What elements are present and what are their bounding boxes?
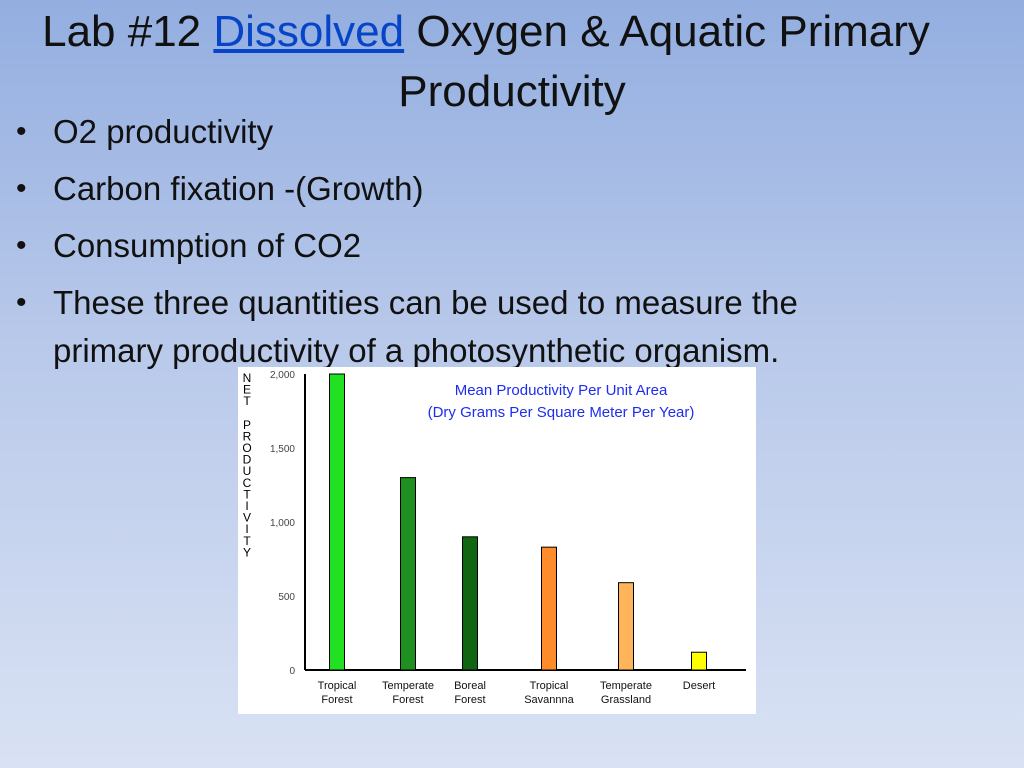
bar — [541, 546, 557, 671]
y-axis-letter: R — [243, 429, 252, 443]
x-category-label: Temperate — [382, 680, 434, 692]
y-axis-letter: T — [243, 534, 251, 548]
y-axis-letter: I — [245, 499, 248, 513]
x-category-label: Grassland — [601, 694, 651, 706]
y-axis-letter: I — [245, 522, 248, 536]
y-axis-letter: C — [243, 476, 252, 490]
x-category-label: Boreal — [454, 680, 486, 692]
x-category-label: Savannna — [524, 694, 574, 706]
bullet-item: Consumption of CO2 — [16, 222, 913, 270]
y-tick-label: 500 — [278, 592, 295, 603]
y-axis-letter: V — [243, 511, 251, 525]
x-category-label: Desert — [683, 680, 715, 692]
chart-title-line: (Dry Grams Per Square Meter Per Year) — [428, 404, 695, 421]
bar — [462, 536, 478, 671]
y-tick-label: 2,000 — [270, 370, 295, 381]
bullet-item: O2 productivity — [16, 108, 913, 156]
bar — [329, 373, 345, 671]
y-tick-label: 0 — [289, 666, 295, 677]
y-axis-letter: T — [243, 487, 251, 501]
bar — [618, 582, 634, 671]
y-axis-letter: N — [243, 371, 252, 385]
y-axis-letter: T — [243, 394, 251, 408]
y-axis-letter: D — [243, 453, 252, 467]
y-axis-letter: O — [242, 441, 251, 455]
y-axis-letter: E — [243, 383, 251, 397]
bar — [691, 651, 707, 671]
chart-title-line: Mean Productivity Per Unit Area — [455, 382, 668, 399]
productivity-chart: 0 500 1,000 1,500 2,000 N E T P R O D U C T I V I T Y Tropic… — [238, 367, 756, 714]
y-axis-letter: U — [243, 464, 252, 478]
x-category-label: Forest — [321, 694, 352, 706]
bullet-item: Carbon fixation -(Growth) — [16, 165, 913, 213]
bar — [400, 477, 416, 671]
title-suffix: Oxygen & Aquatic Primary — [404, 7, 930, 56]
bullet-item: These three quantities can be used to me… — [16, 279, 913, 375]
x-category-label: Forest — [392, 694, 423, 706]
bullet-list: O2 productivity Carbon fixation -(Growth… — [16, 108, 913, 384]
x-category-label: Temperate — [600, 680, 652, 692]
x-category-label: Forest — [454, 694, 485, 706]
y-axis-letter: Y — [243, 545, 251, 559]
x-category-label: Tropical — [530, 680, 569, 692]
title-line-1: Lab #12 Dissolved Oxygen & Aquatic Prima… — [0, 2, 998, 62]
slide-title: Lab #12 Dissolved Oxygen & Aquatic Prima… — [0, 2, 1024, 122]
y-tick-label: 1,000 — [270, 518, 295, 529]
title-prefix: Lab #12 — [42, 7, 214, 56]
chart-svg: 05001,0001,5002,000NETPRODUCTIVITYTropic… — [242, 370, 746, 706]
dissolved-link[interactable]: Dissolved — [213, 7, 405, 56]
y-axis-letter: P — [243, 418, 251, 432]
y-tick-label: 1,500 — [270, 444, 295, 455]
x-category-label: Tropical — [318, 680, 357, 692]
